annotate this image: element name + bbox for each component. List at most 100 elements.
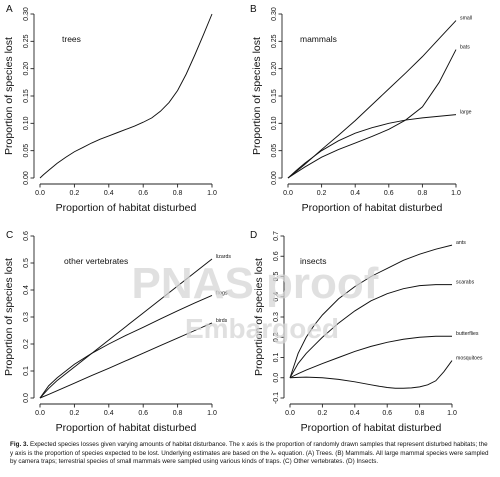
x-tick-label: 1.0: [447, 410, 457, 417]
x-tick-label: 1.0: [207, 190, 217, 197]
y-tick-label: 0.05: [23, 144, 30, 158]
y-tick-label: 0.25: [271, 34, 278, 48]
series-line-lizards: [39, 258, 213, 399]
caption-label: Fig. 3.: [10, 441, 29, 448]
y-tick-label: 0.25: [23, 34, 30, 48]
y-tick-label: 0.0: [273, 373, 280, 383]
x-tick-label: 0.6: [382, 410, 392, 417]
y-tick-label: 0.2: [273, 332, 280, 342]
y-tick-label: 0.5: [273, 272, 280, 282]
series-line-main: [39, 13, 213, 179]
y-tick-label: 0.20: [271, 62, 278, 76]
y-tick-label: 0.20: [23, 62, 30, 76]
series-label-ants: ants: [456, 240, 466, 246]
x-tick-label: 0.8: [173, 410, 183, 417]
x-tick-label: 0.4: [350, 410, 360, 417]
caption-text: Expected species losses given varying am…: [10, 441, 489, 466]
y-tick-label: 0.7: [273, 231, 280, 241]
x-tick-label: 0.0: [35, 410, 45, 417]
x-axis-title: Proportion of habitat disturbed: [302, 202, 443, 214]
panel-letter: D: [250, 230, 257, 241]
y-tick-label: 0.15: [23, 89, 30, 103]
series-label-small: small: [460, 16, 472, 22]
series-line-birds: [39, 322, 213, 399]
pnas-watermark: PNAS proof Embargoed: [132, 259, 379, 344]
panel-title: mammals: [300, 34, 337, 44]
x-tick-label: 0.0: [283, 190, 293, 197]
x-tick-label: 1.0: [207, 410, 217, 417]
x-tick-label: 0.6: [138, 190, 148, 197]
watermark-line-1: PNAS proof: [132, 259, 379, 308]
series-line-small: [287, 20, 457, 179]
y-tick-label: 0.3: [273, 312, 280, 322]
series-label-bats: bats: [460, 45, 470, 51]
y-tick-label: -0.1: [273, 392, 280, 404]
x-tick-label: 0.0: [285, 410, 295, 417]
x-tick-label: 0.4: [104, 410, 114, 417]
y-tick-label: 0.3: [23, 312, 30, 322]
y-tick-label: 0.15: [271, 89, 278, 103]
y-tick-label: 0.2: [23, 339, 30, 349]
x-axis-title: Proportion of habitat disturbed: [56, 202, 197, 214]
y-tick-label: 0.6: [273, 251, 280, 261]
y-tick-label: 0.30: [23, 7, 30, 21]
y-axis-title: Proportion of species lost: [253, 258, 265, 376]
y-tick-label: 0.30: [271, 7, 278, 21]
watermark-line-2: Embargoed: [185, 313, 339, 344]
y-tick-label: 0.10: [271, 116, 278, 130]
panel-title: trees: [62, 34, 81, 44]
x-tick-label: 0.4: [350, 190, 360, 197]
x-tick-label: 1.0: [451, 190, 461, 197]
y-tick-label: 0.05: [271, 144, 278, 158]
x-tick-label: 0.2: [318, 410, 328, 417]
series-label-frogs: frogs: [216, 290, 228, 296]
y-tick-label: 0.1: [23, 366, 30, 376]
y-tick-label: 0.00: [23, 171, 30, 185]
x-tick-label: 0.8: [415, 410, 425, 417]
figure-caption: Fig. 3. Expected species losses given va…: [10, 441, 492, 467]
x-tick-label: 0.2: [70, 190, 80, 197]
y-tick-label: 0.4: [273, 292, 280, 302]
x-tick-label: 0.2: [70, 410, 80, 417]
series-label-lizards: lizards: [216, 254, 231, 260]
series-label-large: large: [460, 110, 472, 116]
x-tick-label: 0.6: [384, 190, 394, 197]
x-axis-title: Proportion of habitat disturbed: [301, 422, 442, 434]
x-axis-title: Proportion of habitat disturbed: [56, 422, 197, 434]
y-tick-label: 0.4: [23, 285, 30, 295]
panel-letter: A: [6, 4, 13, 15]
series-label-butterflies: butterflies: [456, 331, 479, 337]
y-axis-title: Proportion of species lost: [251, 37, 263, 155]
y-axis-title: Proportion of species lost: [3, 37, 15, 155]
series-line-butterflies: [289, 335, 452, 379]
x-tick-label: 0.0: [35, 190, 45, 197]
series-line-bats: [287, 49, 457, 179]
y-tick-label: 0.0: [23, 393, 30, 403]
x-tick-label: 0.8: [173, 190, 183, 197]
y-tick-label: 0.5: [23, 258, 30, 268]
series-label-birds: birds: [216, 318, 228, 324]
x-tick-label: 0.6: [138, 410, 148, 417]
x-tick-label: 0.2: [317, 190, 327, 197]
panel-letter: B: [250, 4, 257, 15]
series-label-mosquitoes: mosquitoes: [456, 356, 483, 362]
series-label-scarabs: scarabs: [456, 280, 475, 286]
y-tick-label: 0.00: [271, 171, 278, 185]
x-tick-label: 0.8: [418, 190, 428, 197]
y-axis-title: Proportion of species lost: [3, 258, 15, 376]
series-line-scarabs: [289, 284, 452, 378]
y-tick-label: 0.1: [273, 353, 280, 363]
series-line-ants: [289, 244, 453, 378]
y-tick-label: 0.10: [23, 116, 30, 130]
series-line-large: [287, 114, 457, 179]
y-tick-label: 0.6: [23, 231, 30, 241]
series-line-frogs: [39, 294, 213, 399]
panel-title: other vertebrates: [64, 256, 128, 266]
panel-title: insects: [300, 256, 326, 266]
